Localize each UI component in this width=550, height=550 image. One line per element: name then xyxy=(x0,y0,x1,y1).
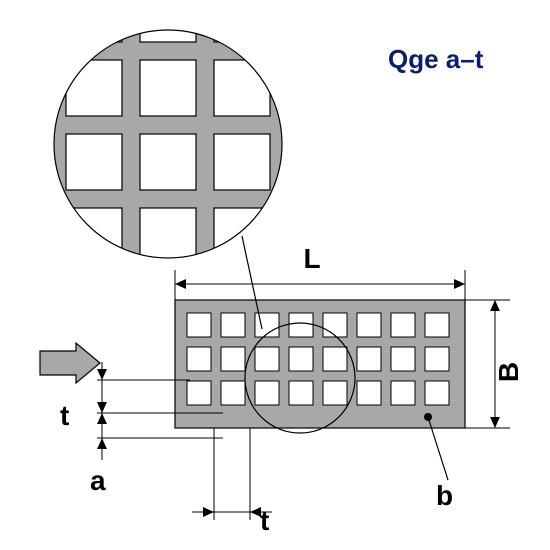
label-a: a xyxy=(90,465,106,496)
label-B: B xyxy=(493,362,524,382)
dimension-B: B xyxy=(465,300,524,428)
dimension-a: a xyxy=(90,402,107,496)
dimension-t-bottom: t xyxy=(192,428,272,536)
label-t-left: t xyxy=(60,400,69,431)
perforated-panel xyxy=(175,300,465,428)
label-b: b xyxy=(436,480,453,511)
title-label: Qge a–t xyxy=(388,44,484,74)
dimension-L: L xyxy=(175,243,465,300)
label-L: L xyxy=(303,243,320,274)
flow-arrow-icon xyxy=(40,343,100,383)
label-t-bottom: t xyxy=(260,505,269,536)
